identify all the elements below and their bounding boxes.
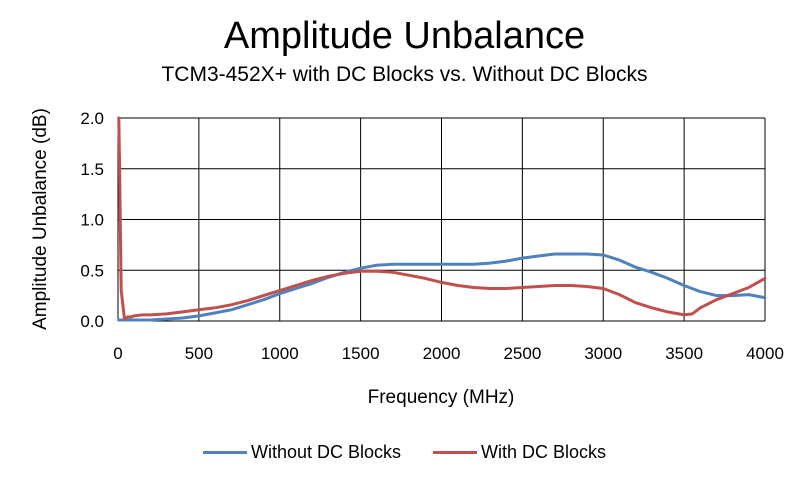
series-line-with-dc-blocks bbox=[117, 116, 767, 321]
y-axis-title: Amplitude Unbalance (dB) bbox=[30, 108, 51, 330]
plot-lines bbox=[117, 116, 767, 322]
chart-legend: Without DC Blocks With DC Blocks bbox=[0, 442, 809, 463]
legend-item-without-dc-blocks: Without DC Blocks bbox=[202, 442, 402, 463]
legend-swatch-without-dc-blocks bbox=[202, 451, 247, 454]
legend-swatch-with-dc-blocks bbox=[433, 451, 478, 454]
chart-grid bbox=[117, 117, 766, 322]
x-axis-title: Frequency (MHz) bbox=[368, 387, 515, 408]
legend-label-without-dc-blocks: Without DC Blocks bbox=[250, 442, 402, 462]
x-tick-label: 0 bbox=[113, 344, 122, 363]
x-tick-label: 2000 bbox=[423, 344, 461, 363]
legend-label-with-dc-blocks: With DC Blocks bbox=[481, 442, 607, 462]
x-tick-label: 3500 bbox=[665, 344, 703, 363]
x-tick-label: 1000 bbox=[261, 344, 299, 363]
tick-labels: 0 500 1000 1500 2000 2500 3000 3500 4000 0.0 0.5 1.… bbox=[80, 109, 784, 363]
chart-title: Amplitude Unbalance bbox=[223, 15, 586, 57]
legend-item-with-dc-blocks: With DC Blocks bbox=[433, 442, 606, 463]
y-tick-label: 2.0 bbox=[80, 109, 104, 128]
y-tick-label: 1.0 bbox=[80, 211, 104, 230]
x-tick-label: 2500 bbox=[503, 344, 541, 363]
series-line-without-dc-blocks bbox=[117, 252, 767, 322]
x-tick-label: 500 bbox=[185, 344, 213, 363]
y-tick-label: 0.0 bbox=[80, 312, 104, 331]
x-tick-label: 4000 bbox=[746, 344, 784, 363]
x-tick-label: 3000 bbox=[584, 344, 622, 363]
chart-subtitle: TCM3-452X+ with DC Blocks vs. Without DC… bbox=[161, 63, 648, 86]
y-tick-label: 1.5 bbox=[80, 160, 104, 179]
x-tick-label: 1500 bbox=[342, 344, 380, 363]
y-tick-label: 0.5 bbox=[80, 261, 104, 280]
